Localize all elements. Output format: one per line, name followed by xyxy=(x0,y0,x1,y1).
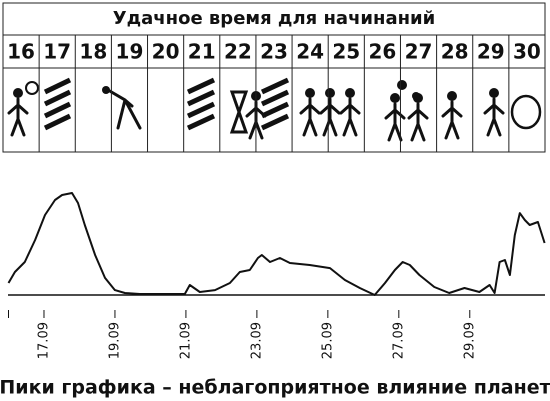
data-line xyxy=(7,192,546,296)
day-number: 24 xyxy=(296,40,324,64)
day-number: 20 xyxy=(152,40,180,64)
x-tick-label: 25.09 xyxy=(320,322,335,359)
day-number: 22 xyxy=(224,40,252,64)
caption: Пики графика – неблагоприятное влияние п… xyxy=(0,377,550,399)
day-number: 21 xyxy=(188,40,216,64)
icons xyxy=(7,77,542,142)
calendar-frame xyxy=(2,2,546,153)
calendar-title: Удачное время для начинаний xyxy=(113,8,436,29)
day-number: 16 xyxy=(7,40,35,64)
x-tick-label: 29.09 xyxy=(462,322,477,359)
day-number: 27 xyxy=(405,40,433,64)
day-number: 17 xyxy=(43,40,71,64)
day-number: 26 xyxy=(368,40,396,64)
x-tick-label: 27.09 xyxy=(391,322,406,359)
x-tick-label: 21.09 xyxy=(178,322,193,359)
day-number: 30 xyxy=(513,40,541,64)
day-number: 19 xyxy=(116,40,144,64)
day-number: 23 xyxy=(260,40,288,64)
day-number: 29 xyxy=(477,40,505,64)
x-tick-label: 23.09 xyxy=(249,322,264,359)
x-tick-label: 19.09 xyxy=(107,322,122,359)
day-number: 18 xyxy=(79,40,107,64)
day-number: 25 xyxy=(332,40,360,64)
x-tick-label: 17.09 xyxy=(36,322,51,359)
day-number: 28 xyxy=(441,40,469,64)
